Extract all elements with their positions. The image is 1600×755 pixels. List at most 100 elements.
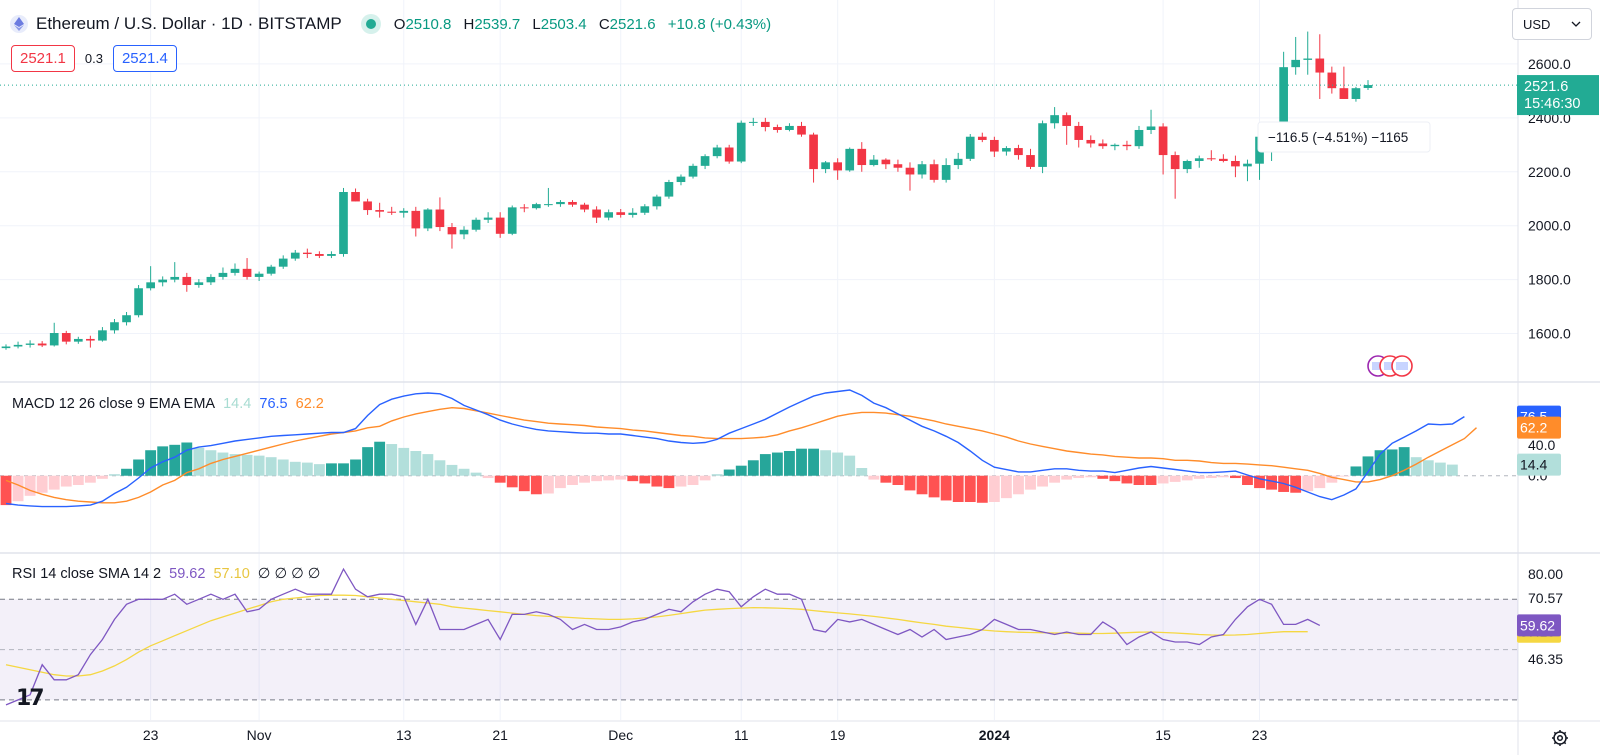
candle-body: [495, 217, 505, 234]
macd-hist-bar: [699, 475, 711, 481]
candle: [73, 336, 83, 344]
candle-body: [748, 121, 758, 123]
candle: [242, 258, 252, 280]
chevron-down-icon: [1571, 21, 1581, 27]
candle: [1122, 140, 1132, 151]
candle: [1303, 31, 1313, 75]
rsi-tick-label: 46.35: [1528, 651, 1563, 667]
candle-body: [351, 192, 360, 202]
candle: [170, 262, 180, 283]
candle: [302, 248, 312, 259]
macd-legend[interactable]: MACD 12 26 close 9 EMA EMA 14.4 76.5 62.…: [12, 396, 328, 412]
candle-body: [965, 136, 975, 159]
candle-body: [977, 136, 987, 140]
candle-body: [1351, 88, 1361, 99]
currency-select[interactable]: USD: [1512, 8, 1592, 40]
candle-body: [809, 134, 818, 170]
buy-button[interactable]: 2521.4: [112, 45, 177, 72]
macd-legend-label: MACD 12 26 close 9 EMA EMA: [12, 396, 216, 412]
candle-body: [1303, 58, 1313, 60]
candle-body: [435, 209, 445, 228]
macd-hist-bar: [24, 475, 36, 496]
macd-tick-label: 40.0: [1528, 437, 1555, 453]
macd-hist-bar: [1290, 475, 1302, 493]
candle-body: [604, 212, 613, 218]
candle: [893, 159, 903, 172]
candle: [676, 174, 686, 186]
macd-hist-bar: [759, 454, 771, 476]
time-tick-label: 13: [396, 727, 412, 743]
macd-hist-bar: [530, 475, 542, 495]
macd-hist-bar: [422, 454, 434, 476]
candle: [905, 162, 915, 191]
candle: [459, 226, 469, 240]
candle-body: [640, 206, 650, 213]
macd-legend-hist: 14.4: [223, 396, 252, 412]
candle-body: [86, 338, 95, 341]
macd-hist-bar: [410, 451, 422, 476]
macd-hist-bar: [338, 463, 349, 476]
candle-body: [580, 204, 589, 210]
macd-hist-bar: [1000, 475, 1012, 499]
symbol-title[interactable]: Ethereum / U.S. Dollar · 1D · BITSTAMP: [36, 14, 342, 33]
candle-body: [785, 125, 794, 130]
candle-body: [712, 147, 722, 157]
macd-hist-bar: [1205, 475, 1217, 479]
macd-hist-bar: [711, 474, 723, 476]
candle: [507, 205, 517, 236]
hist-value-badge-text: 14.4: [1520, 457, 1547, 473]
candle: [351, 188, 360, 202]
candle-body: [1122, 144, 1132, 147]
hist-value-badge-bg: [1517, 453, 1561, 476]
candle: [1219, 154, 1228, 163]
macd-hist-bar: [1157, 475, 1169, 484]
macd-hist-bar: [1193, 475, 1205, 479]
candle: [411, 206, 421, 237]
macd-hist-bar: [675, 475, 687, 487]
macd-hist-bar: [458, 468, 470, 476]
macd-hist-bar: [747, 460, 759, 476]
candle: [640, 204, 650, 215]
measure-tooltip: −116.5 (−4.51%) −1165: [1257, 121, 1431, 153]
candle: [869, 155, 879, 167]
candle-body: [1062, 115, 1072, 126]
macd-hist-bar: [856, 468, 868, 476]
candle: [712, 144, 722, 159]
macd-hist-bar: [36, 475, 48, 493]
macd-hist-bar: [687, 475, 699, 485]
gear-icon[interactable]: [1550, 728, 1570, 748]
candle: [1050, 107, 1059, 129]
macd-hist-bar: [157, 446, 169, 476]
macd-hist-bar: [952, 475, 964, 502]
candle: [845, 147, 855, 172]
sell-button[interactable]: 2521.1: [11, 45, 75, 72]
candle: [61, 330, 71, 345]
candle-body: [1231, 160, 1240, 167]
rsi-value-badge: 59.62: [1517, 614, 1561, 637]
candle-body: [290, 252, 300, 259]
candle: [821, 160, 830, 174]
candle: [941, 158, 951, 183]
macd-legend-signal: 62.2: [295, 396, 324, 412]
price-tick-label: 1800.0: [1528, 272, 1571, 288]
candle-body: [73, 338, 83, 342]
macd-hist-bar: [651, 475, 663, 487]
open-value: 2510.8: [405, 15, 452, 33]
candle: [146, 266, 155, 291]
macd-hist-bar: [940, 475, 952, 501]
candle: [568, 200, 577, 207]
macd-hist-bar: [482, 475, 494, 479]
candle: [447, 223, 457, 249]
macd-hist-bar: [434, 460, 446, 476]
macd-hist-bar: [1446, 464, 1458, 476]
macd-hist-bar: [735, 465, 747, 476]
macd-hist-bar: [868, 475, 880, 480]
candle-body: [447, 227, 457, 235]
macd-hist-bar: [1242, 475, 1253, 485]
candle-body: [13, 344, 23, 347]
candle-body: [1074, 125, 1084, 140]
rsi-legend[interactable]: RSI 14 close SMA 14 2 59.62 57.10 ∅ ∅ ∅ …: [12, 566, 324, 582]
candle-body: [266, 266, 276, 274]
candle-body: [736, 122, 746, 162]
